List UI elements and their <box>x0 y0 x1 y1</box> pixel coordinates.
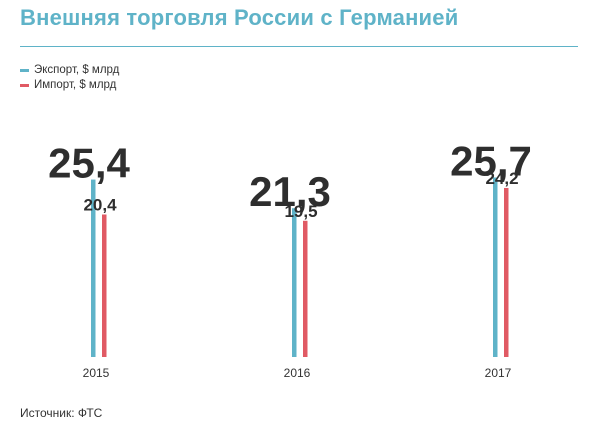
x-tick-label-2016: 2016 <box>284 366 311 380</box>
chart-title: Внешняя торговля России с Германией <box>20 5 459 30</box>
import-value-label-2016: 19,5 <box>284 202 317 221</box>
import-value-label-2015: 20,4 <box>83 196 117 215</box>
legend-swatch-export <box>20 68 29 72</box>
export-value-label-2017: 25,7 <box>450 137 532 184</box>
export-bar-2017 <box>493 177 498 357</box>
import-value-label-2017: 24,2 <box>485 169 518 188</box>
legend-swatch-import <box>20 83 29 87</box>
source-note: Источник: ФТС <box>20 406 103 420</box>
x-tick-label-2015: 2015 <box>83 366 110 380</box>
legend-item-export: Экспорт, $ млрд <box>20 63 119 77</box>
export-value-label-2015: 25,4 <box>48 140 130 187</box>
import-bar-2016 <box>303 220 308 357</box>
x-tick-label-2017: 2017 <box>485 366 512 380</box>
import-bar-2015 <box>102 214 107 357</box>
legend-item-import: Импорт, $ млрд <box>20 78 116 92</box>
legend-label-export: Экспорт, $ млрд <box>34 64 120 76</box>
export-value-label-2016: 21,3 <box>249 168 331 215</box>
legend-label-import: Импорт, $ млрд <box>34 79 117 91</box>
export-bar-2016 <box>292 208 297 357</box>
title-divider <box>20 46 578 47</box>
import-bar-2017 <box>504 187 509 357</box>
export-bar-2015 <box>91 179 96 357</box>
